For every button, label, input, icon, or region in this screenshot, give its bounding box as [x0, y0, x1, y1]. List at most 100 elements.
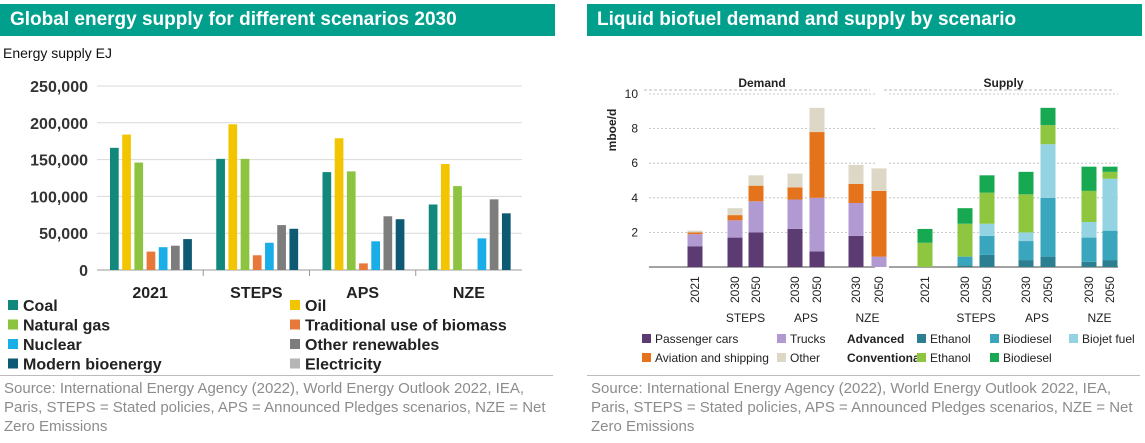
bar-oil-2021 — [122, 134, 131, 270]
bar-seg-trucks — [809, 197, 825, 252]
bar-nuclear-steps — [265, 242, 274, 270]
legend-label-passenger-cars: Passenger cars — [655, 332, 738, 346]
bar-modern-bioenergy-nze — [501, 213, 511, 270]
legend-swatch-nuclear — [8, 339, 18, 349]
bar-seg-conventional-biodiesel — [1040, 107, 1056, 126]
bar-year-label: 2030 — [849, 276, 863, 303]
bar-seg-aviation-and-shipping — [727, 215, 743, 221]
bar-seg-conventional-ethanol — [957, 223, 973, 257]
bar-natural-gas-2021 — [134, 162, 144, 270]
scenario-label-aps: APS — [1025, 311, 1049, 325]
bar-nuclear-nze — [477, 238, 487, 270]
y-tick-label: 50,000 — [39, 226, 88, 243]
legend-label-electricity: Electricity — [305, 357, 382, 374]
legend-swatch-modern-bioenergy — [8, 358, 18, 369]
bar-seg-conventional-biodiesel — [1081, 166, 1097, 191]
bar-seg-conventional-ethanol — [1081, 190, 1097, 223]
bar-nuclear-aps — [371, 241, 380, 270]
bar-modern-bioenergy-aps — [395, 219, 405, 270]
bar-seg-trucks — [848, 202, 864, 236]
legend-label-biodiesel: Biodiesel — [1003, 351, 1052, 365]
legend-swatch-oil — [290, 300, 300, 310]
bar-traditional-use-of-biomass-aps — [359, 263, 368, 270]
legend-label-coal: Coal — [23, 298, 58, 315]
legend-swatch-ethanol — [917, 353, 926, 362]
right-y-tick-label: 10 — [625, 87, 639, 101]
left-source-note: Source: International Energy Agency (202… — [0, 375, 553, 437]
bar-seg-advanced-biodiesel — [1102, 230, 1118, 261]
bar-seg-biojet-fuel — [1081, 222, 1097, 238]
bar-seg-aviation-and-shipping — [687, 232, 703, 235]
legend-label-oil: Oil — [305, 298, 326, 315]
bar-seg-trucks — [687, 234, 703, 247]
bar-seg-other — [848, 164, 864, 184]
bar-seg-passenger-cars — [727, 237, 743, 267]
bar-year-label: 2050 — [810, 276, 824, 303]
bar-seg-advanced-biodiesel — [979, 235, 995, 255]
right-y-axis-label: mboe/d — [605, 109, 619, 152]
bar-natural-gas-aps — [346, 171, 356, 270]
bar-year-label: 2050 — [1041, 276, 1055, 303]
y-tick-label: 100,000 — [30, 189, 88, 206]
bar-modern-bioenergy-steps — [289, 228, 299, 270]
bar-seg-advanced-ethanol — [979, 254, 995, 267]
bar-year-label: 2030 — [1082, 276, 1096, 303]
bar-coal-nze — [428, 204, 438, 270]
legend-swatch-biodiesel — [990, 334, 999, 343]
bar-natural-gas-nze — [453, 186, 462, 270]
bar-seg-other — [727, 208, 743, 216]
bar-seg-passenger-cars — [748, 232, 764, 267]
bar-seg-advanced-ethanol — [957, 265, 973, 267]
legend-header-advanced: Advanced — [847, 332, 904, 346]
bar-seg-advanced-biodiesel — [1040, 197, 1056, 257]
bar-seg-other — [809, 107, 825, 133]
bar-seg-conventional-biodiesel — [1102, 166, 1118, 172]
bar-seg-other — [748, 175, 764, 186]
bar-year-label: 2021 — [918, 276, 932, 303]
scenario-label-aps: APS — [794, 311, 818, 325]
bar-seg-trucks — [871, 256, 887, 267]
bar-seg-conventional-ethanol — [1040, 125, 1056, 145]
energy-supply-chart: 0 50,000 100,000 150,000 200,000 250,000 2021 S… — [8, 79, 522, 374]
right-chart-title: Liquid biofuel demand and supply by scen… — [587, 4, 1142, 36]
bar-natural-gas-steps — [240, 158, 250, 270]
bar-seg-conventional-biodiesel — [957, 208, 973, 224]
legend-label-biojet-fuel: Biojet fuel — [1082, 332, 1135, 346]
bar-seg-conventional-ethanol — [1018, 194, 1034, 233]
scenario-label-nze: NZE — [856, 311, 880, 325]
biofuel-chart: mboe/d 2 4 6 8 10 Demand 2021 2030 2050 2030 2050 20… — [605, 76, 1135, 365]
legend-swatch-biojet-fuel — [1069, 334, 1078, 343]
legend-swatch-other — [777, 353, 786, 362]
bar-seg-passenger-cars — [848, 235, 864, 267]
bar-seg-advanced-ethanol — [1081, 261, 1097, 267]
legend-swatch-trucks — [777, 334, 786, 343]
bar-seg-conventional-biodiesel — [1018, 171, 1034, 195]
bar-oil-nze — [440, 164, 450, 270]
bar-seg-passenger-cars — [809, 251, 825, 267]
bar-traditional-use-of-biomass-2021 — [146, 251, 156, 270]
x-category-label: NZE — [453, 285, 485, 302]
bar-seg-biojet-fuel — [1040, 144, 1056, 198]
bar-coal-2021 — [110, 147, 119, 270]
bar-nuclear-2021 — [158, 247, 168, 270]
legend-label-biodiesel: Biodiesel — [1003, 332, 1052, 346]
bar-seg-conventional-biodiesel — [979, 175, 995, 193]
y-tick-label: 150,000 — [30, 153, 88, 170]
y-tick-label: 250,000 — [30, 79, 88, 96]
bar-year-label: 2030 — [1019, 276, 1033, 303]
legend-swatch-coal — [8, 300, 18, 310]
legend-swatch-passenger-cars — [642, 334, 651, 343]
bar-year-label: 2030 — [728, 276, 742, 303]
bar-seg-conventional-ethanol — [917, 242, 933, 267]
bar-year-label: 2021 — [688, 276, 702, 303]
legend-swatch-biodiesel — [990, 353, 999, 362]
bar-seg-advanced-ethanol — [1018, 260, 1034, 267]
bar-year-label: 2050 — [980, 276, 994, 303]
bar-seg-conventional-biodiesel — [917, 228, 933, 243]
legend-swatch-electricity — [290, 358, 300, 369]
legend-swatch-other-renewables — [290, 339, 300, 349]
legend-swatch-traditional-use-of-biomass — [290, 319, 300, 330]
left-chart-panel: Global energy supply for different scena… — [0, 0, 558, 443]
right-y-tick-label: 6 — [631, 156, 638, 170]
bar-seg-aviation-and-shipping — [748, 185, 764, 202]
